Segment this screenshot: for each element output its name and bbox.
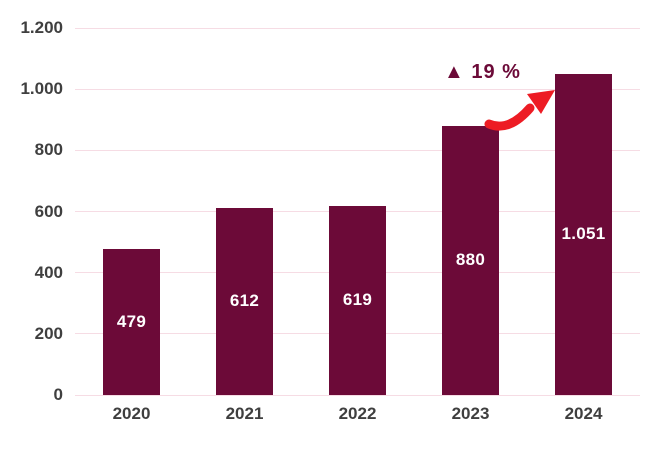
bar-value-label: 619: [342, 290, 373, 310]
bar-2021: 612: [216, 207, 273, 395]
bar-2024: 1.051: [555, 73, 612, 395]
x-axis-category-label: 2023: [451, 404, 490, 423]
growth-annotation: ▲ 19 %: [444, 61, 521, 83]
growth-arrow-head: [527, 90, 555, 114]
y-axis-tick-label: 400: [34, 262, 63, 282]
x-axis-category-label: 2021: [225, 404, 264, 423]
growth-arrow-curve: [484, 103, 535, 131]
bar-2020: 479: [103, 248, 160, 395]
y-axis-tick-label: 200: [34, 323, 63, 343]
bar-value-label: 1.051: [561, 224, 606, 244]
bar-2022: 619: [329, 205, 386, 395]
y-axis-tick-label: 1.200: [20, 18, 63, 37]
y-axis-tick-label: 600: [34, 201, 63, 221]
x-axis-category-label: 2024: [564, 404, 603, 423]
gridline: [75, 394, 640, 396]
x-axis-category-label: 2020: [112, 404, 151, 423]
bar-value-label: 479: [116, 311, 147, 331]
bar-value-label: 612: [229, 291, 260, 311]
y-axis-tick-label: 1.000: [20, 79, 63, 99]
y-axis-tick-label: 0: [53, 385, 63, 404]
gridline: [75, 88, 640, 90]
bar-value-label: 880: [455, 250, 486, 270]
gridline: [75, 149, 640, 151]
x-axis-category-label: 2022: [338, 404, 377, 423]
gridline: [75, 27, 640, 29]
y-axis-tick-label: 800: [34, 140, 63, 160]
bar-2023: 880: [442, 125, 499, 395]
